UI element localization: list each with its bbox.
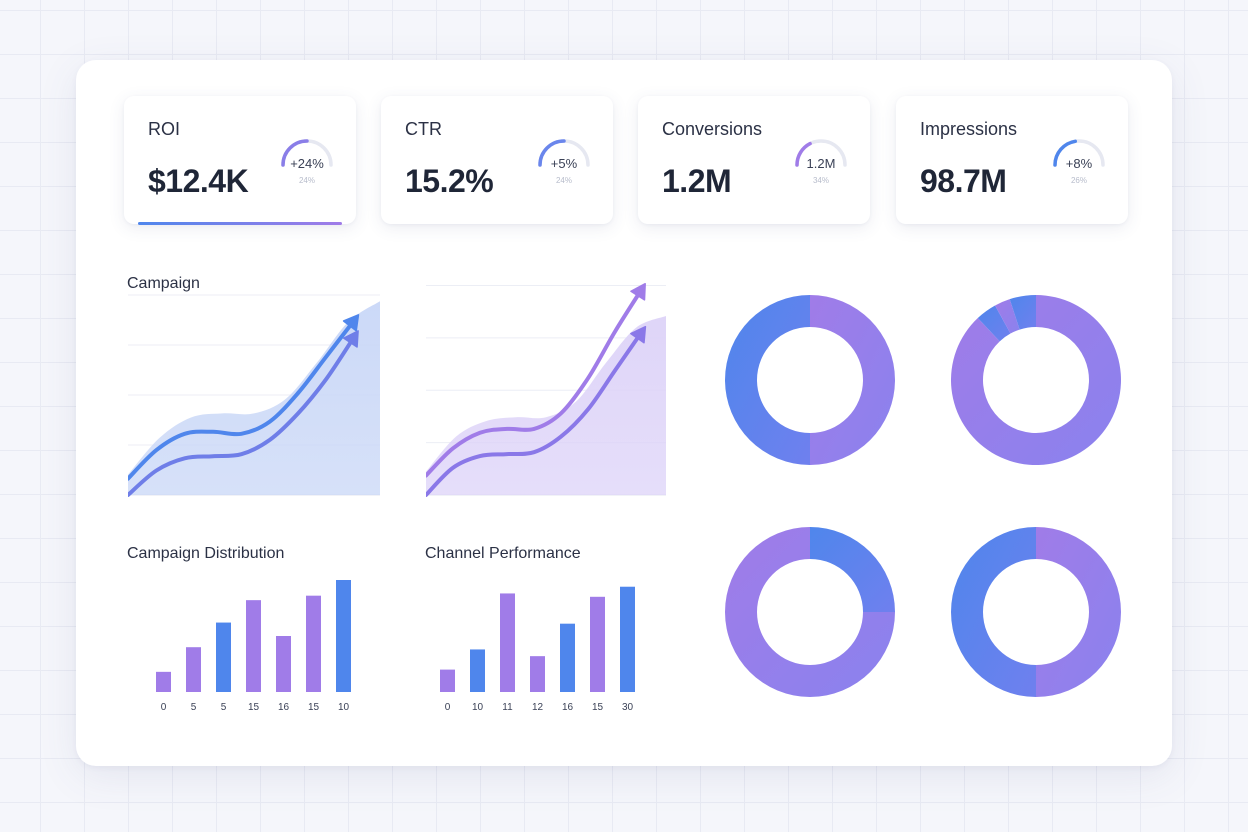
trend-arrow-icon	[342, 314, 360, 332]
kpi-card-impressions[interactable]: Impressions 98.7M +8% 26%	[896, 96, 1128, 224]
x-tick-label: 11	[502, 702, 513, 713]
kpi-gauge: +5% 24%	[535, 138, 593, 188]
donut-chart	[951, 295, 1121, 465]
x-tick-label: 15	[248, 702, 260, 713]
donut-slice[interactable]	[810, 295, 895, 465]
campaign-trend-chart	[128, 294, 380, 497]
gauge-arc	[1053, 139, 1077, 167]
x-tick-label: 16	[278, 702, 290, 713]
kpi-sub: 24%	[298, 176, 315, 185]
kpi-label: Impressions	[920, 119, 1018, 139]
kpi-delta: +5%	[550, 156, 578, 171]
bar[interactable]	[440, 669, 455, 692]
series-line	[426, 286, 644, 478]
trend-arrow-icon	[630, 325, 647, 344]
kpi-label: CTR	[405, 119, 442, 139]
donut-slice[interactable]	[951, 295, 1121, 465]
x-tick-label: 12	[532, 702, 544, 713]
campaign-title: Campaign	[127, 275, 200, 292]
donut-slice[interactable]	[1009, 295, 1036, 330]
campaign-distribution-title: Campaign Distribution	[127, 545, 285, 562]
x-tick-label: 16	[562, 702, 574, 713]
bar[interactable]	[470, 649, 485, 692]
series-line	[128, 317, 357, 481]
kpi-delta: +24%	[290, 156, 324, 171]
donut-slice[interactable]	[725, 295, 810, 465]
series-line	[128, 333, 357, 497]
donut-slice[interactable]	[951, 527, 1036, 697]
x-tick-label: 30	[622, 702, 634, 713]
channel-performance-title: Channel Performance	[425, 545, 581, 562]
donut-slice[interactable]	[725, 527, 895, 697]
kpi-value: 15.2%	[405, 163, 494, 199]
donut-slice[interactable]	[1036, 527, 1121, 697]
bar[interactable]	[500, 593, 515, 692]
channel-performance-chart: 0 10 11 12 16 15 30	[440, 586, 635, 713]
kpi-sub: 26%	[1070, 176, 1087, 185]
kpi-value: $12.4K	[148, 163, 249, 199]
campaign-distribution-chart: 0 5 5 15 16 15 10	[156, 580, 351, 713]
active-card-indicator	[138, 222, 342, 225]
kpi-value: 98.7M	[920, 163, 1007, 199]
bar[interactable]	[590, 596, 605, 692]
bar[interactable]	[156, 671, 171, 692]
kpi-card-roi[interactable]: ROI $12.4K +24% 24%	[124, 96, 356, 225]
x-tick-label: 10	[472, 702, 484, 713]
series-line	[426, 329, 644, 497]
x-tick-label: 0	[445, 702, 451, 713]
secondary-trend-chart	[426, 282, 666, 497]
kpi-gauge: 1.2M 34%	[792, 138, 850, 188]
kpi-card-ctr[interactable]: CTR 15.2% +5% 24%	[381, 96, 613, 224]
bar[interactable]	[620, 586, 635, 692]
trend-arrow-icon	[630, 282, 646, 301]
donut-slice[interactable]	[810, 527, 895, 612]
x-tick-label: 5	[221, 702, 227, 713]
kpi-gauge: +8% 26%	[1050, 138, 1108, 188]
kpi-label: Conversions	[662, 119, 763, 139]
kpi-delta: +8%	[1065, 156, 1093, 171]
dashboard-panel: ROI $12.4K +24% 24% CTR 15.2% +5% 24% Co…	[76, 60, 1172, 766]
gauge-arc	[538, 139, 566, 167]
area-fill	[426, 316, 666, 495]
x-tick-label: 15	[308, 702, 320, 713]
x-tick-label: 15	[592, 702, 604, 713]
trend-arrow-icon	[342, 330, 359, 348]
kpi-sub: 34%	[812, 176, 829, 185]
kpi-value: 1.2M	[662, 163, 732, 199]
bar[interactable]	[530, 656, 545, 692]
bar[interactable]	[276, 636, 291, 692]
area-fill	[128, 301, 380, 495]
bar[interactable]	[216, 622, 231, 692]
kpi-gauge: +24% 24%	[278, 138, 336, 188]
gauge-arc	[795, 141, 812, 167]
donut-chart	[725, 295, 895, 465]
x-tick-label: 10	[338, 702, 350, 713]
kpi-card-conversions[interactable]: Conversions 1.2M 1.2M 34%	[638, 96, 870, 224]
kpi-label: ROI	[148, 119, 181, 139]
bar[interactable]	[306, 595, 321, 692]
bar[interactable]	[186, 647, 201, 692]
kpi-sub: 24%	[555, 176, 572, 185]
x-tick-label: 0	[161, 702, 167, 713]
x-tick-label: 5	[191, 702, 197, 713]
kpi-delta: 1.2M	[806, 156, 836, 171]
donut-slice[interactable]	[977, 305, 1011, 342]
donut-chart	[951, 527, 1121, 697]
bar[interactable]	[336, 580, 351, 692]
gauge-arc	[281, 139, 309, 167]
bar[interactable]	[246, 600, 261, 692]
donut-slice[interactable]	[995, 299, 1020, 334]
bar[interactable]	[560, 623, 575, 692]
donut-chart	[725, 527, 895, 697]
